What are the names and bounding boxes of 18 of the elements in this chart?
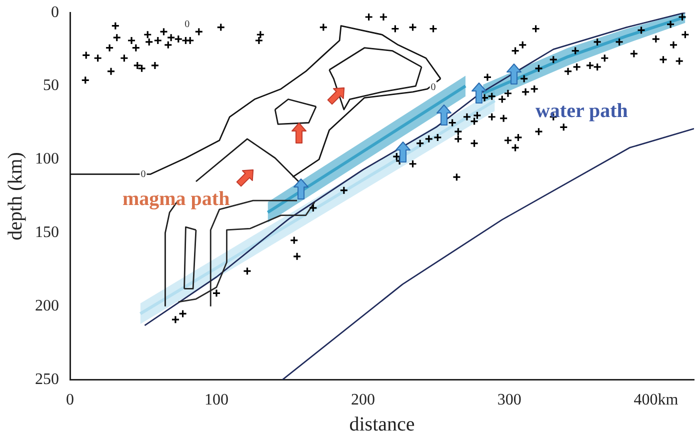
- y-tick-label: 250: [35, 371, 59, 388]
- annotation: magma path: [122, 188, 230, 210]
- annotation: 0: [430, 82, 436, 94]
- y-axis-title: depth (km): [4, 152, 26, 240]
- y-tick-label: 100: [35, 150, 59, 168]
- x-tick-label: 100: [204, 392, 228, 409]
- annotation: 0: [184, 18, 190, 30]
- x-tick-label: 400km: [634, 392, 679, 409]
- y-tick-label: 150: [35, 224, 59, 242]
- y-tick-label: 0: [51, 4, 59, 21]
- x-tick-label: 200: [350, 392, 375, 409]
- x-axis-title: distance: [349, 413, 415, 436]
- annotation: 0: [140, 168, 146, 180]
- x-tick-label: 300: [497, 392, 522, 409]
- y-tick-label: 50: [43, 77, 59, 94]
- annotation: water path: [535, 100, 628, 122]
- x-tick-label: 0: [66, 392, 74, 409]
- y-tick-label: 200: [35, 298, 59, 315]
